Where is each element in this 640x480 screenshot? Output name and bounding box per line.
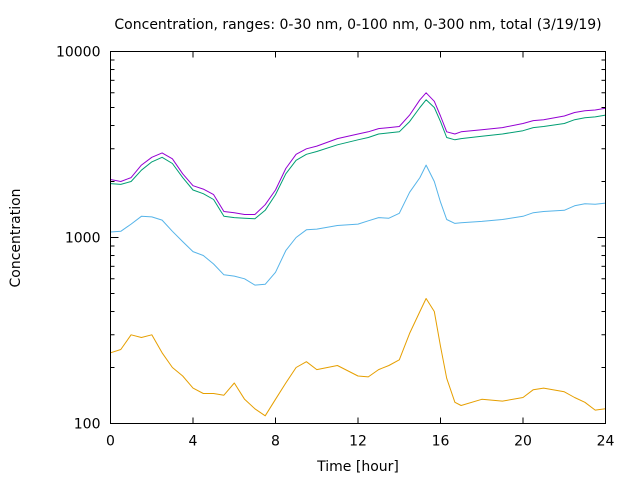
x-tick-label: 8 [271, 434, 280, 450]
series-line-0-300-nm [110, 99, 606, 220]
x-tick-label: 4 [189, 434, 198, 450]
chart-title: Concentration, ranges: 0-30 nm, 0-100 nm… [114, 17, 601, 33]
series-line-0-30-nm [110, 298, 606, 417]
plot-frame [110, 51, 606, 424]
y-axis-label: Concentration [8, 188, 24, 287]
series-layer [110, 92, 606, 417]
x-tick-label: 24 [597, 434, 615, 450]
x-tick-label: 20 [514, 434, 532, 450]
x-tick-label: 12 [349, 434, 367, 450]
x-tick-label: 0 [106, 434, 115, 450]
series-line-total [110, 92, 606, 215]
x-axis-label: Time [hour] [316, 459, 399, 475]
y-tick-label: 100 [74, 417, 101, 433]
y-tick-label: 10000 [56, 45, 101, 61]
series-line-0-100-nm [110, 164, 606, 286]
y-tick-label: 1000 [65, 231, 101, 247]
x-tick-label: 16 [432, 434, 450, 450]
ticks-layer: 0 4 8 12 16 20 24 100 1000 10000 [56, 45, 615, 450]
